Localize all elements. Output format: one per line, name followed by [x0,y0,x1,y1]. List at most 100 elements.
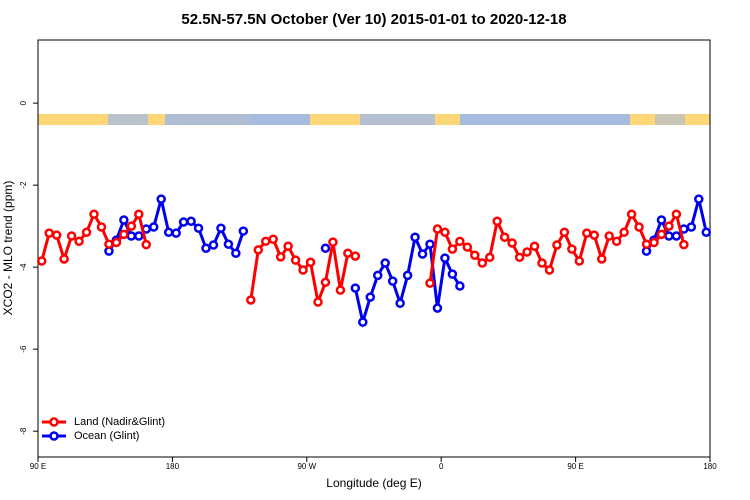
data-point [208,240,219,250]
data-point [492,216,502,226]
data-point [253,245,264,255]
data-point [402,270,413,281]
data-point [455,281,465,291]
x-axis-label: Longitude (deg E) [326,476,421,490]
data-point [656,215,667,225]
data-point [358,317,368,327]
data-point [567,244,577,254]
data-point [246,295,256,305]
chart-title: 52.5N-57.5N October (Ver 10) 2015-01-01 … [181,11,566,28]
data-point [425,278,435,288]
data-point [96,222,107,232]
y-tick-label: -4 [19,263,28,271]
x-tick-label: 90 W [297,462,316,471]
data-point [350,283,361,293]
x-tick-label: 180 [703,462,717,471]
data-point [395,298,405,308]
data-point [432,224,443,234]
data-point [462,242,473,252]
land-ocean-strip [38,114,710,125]
data-point [350,251,361,261]
x-tick-label: 90 E [567,462,583,471]
data-point [36,256,47,266]
data-point [81,227,92,238]
legend-label: Land (Nadir&Glint) [74,416,165,428]
data-point [522,247,532,257]
data-point [619,227,629,238]
data-point [686,222,697,232]
data-point [514,252,525,263]
data-point [671,209,682,220]
data-point [552,240,562,250]
data-point [163,227,174,238]
y-tick-label: -6 [19,345,28,353]
data-point [238,226,249,236]
data-point [148,222,159,232]
data-point [119,229,129,240]
data-point [89,209,99,220]
data-point [51,230,62,240]
data-point [380,258,390,268]
data-point [119,215,129,225]
data-point [298,265,308,275]
x-tick-label: 180 [166,462,180,471]
data-point [440,253,450,263]
data-point [283,241,293,251]
data-point [671,231,682,241]
data-point [656,229,667,240]
data-point [694,194,704,204]
data-point [268,234,278,245]
data-point [679,239,689,250]
data-point [126,231,137,241]
data-point [223,239,234,249]
data-point [335,285,346,295]
data-point [574,256,585,266]
data-point [634,222,644,232]
data-point [499,232,510,242]
data-point [701,227,712,238]
data-point [529,241,540,251]
data-point [544,265,555,275]
data-point [596,254,607,264]
data-point [171,228,181,238]
data-point [104,239,114,249]
data-point [320,243,331,254]
data-point [455,236,465,247]
data-point [559,227,570,238]
data-point [305,257,316,267]
data-point [641,239,652,249]
y-axis-label: XCO2 - MLO trend (ppm) [1,181,15,316]
data-point [126,221,137,231]
data-point [178,217,189,227]
data-point [134,231,144,241]
data-point [275,252,286,262]
data-point [74,236,84,247]
y-tick-label: -2 [19,181,28,189]
data-point [604,231,614,241]
data-point [477,258,488,268]
data-point [432,303,443,313]
data-point [589,230,600,240]
data-point [186,216,196,226]
data-point [44,228,54,238]
data-point [611,236,622,247]
data-point [343,248,353,258]
data-point [328,237,338,247]
data-point [410,232,420,242]
plot-frame [37,39,711,458]
y-tick-label: 0 [19,100,28,105]
data-point [425,239,435,249]
data-point [66,231,77,241]
data-point [134,209,144,220]
data-point [201,243,211,254]
data-point [141,239,152,250]
data-point [231,248,241,258]
data-point [484,252,495,263]
data-point [664,221,674,231]
data-point [537,258,547,268]
data-point [313,297,323,307]
legend-marker [49,417,59,427]
data-point [320,277,331,288]
legend-marker [49,431,59,441]
data-point [447,244,458,254]
